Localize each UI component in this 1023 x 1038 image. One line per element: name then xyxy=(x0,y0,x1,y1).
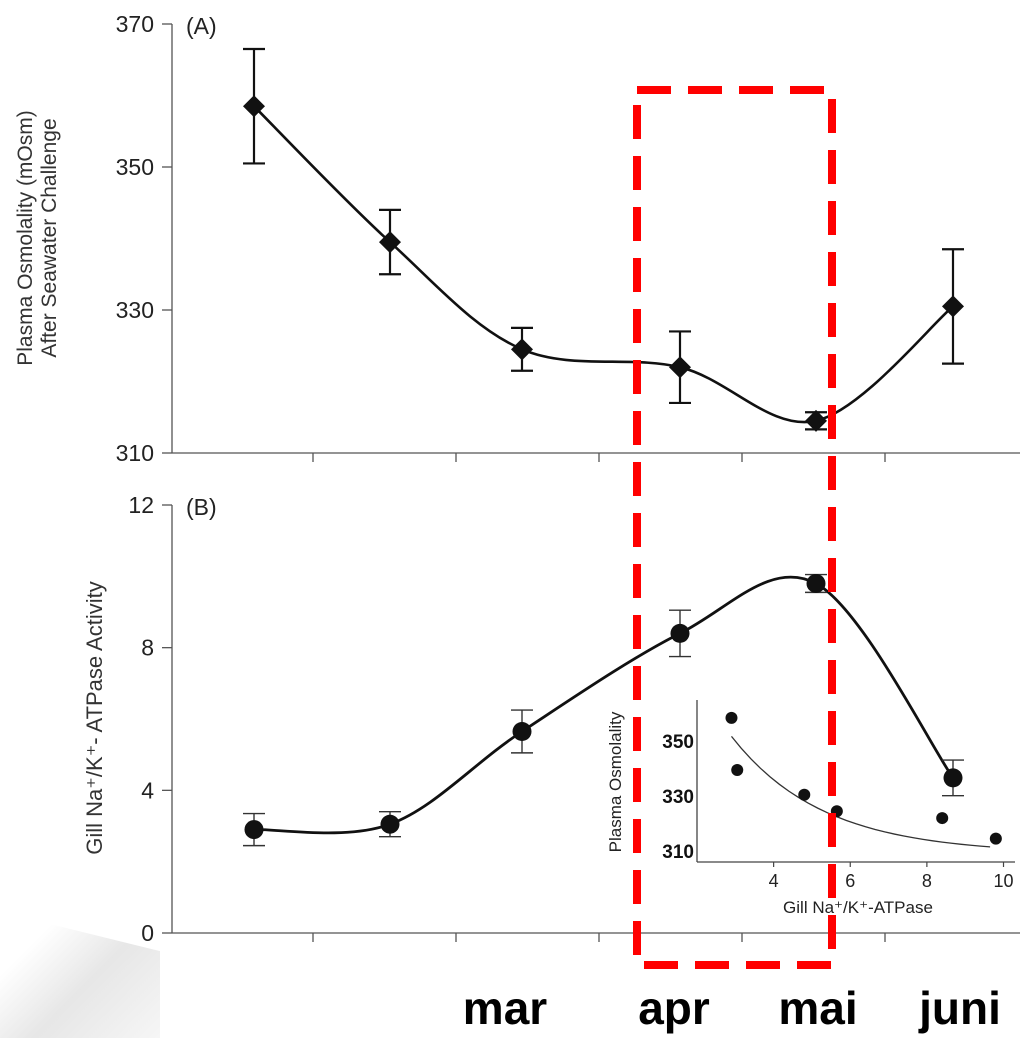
panel-a-y-axis-label: Plasma Osmolality (mOsm)After Seawater C… xyxy=(14,110,61,366)
panel-a-data-point xyxy=(669,356,691,379)
inset-y-tick-label: 350 xyxy=(662,732,694,753)
panel-b-curve xyxy=(253,575,955,835)
inset-fit-curve xyxy=(730,735,991,848)
inset-data-point xyxy=(989,832,1002,845)
inset-data-point xyxy=(936,812,949,825)
inset-y-tick-label: 330 xyxy=(662,787,694,808)
panel-a-label: (A) xyxy=(186,13,217,39)
panel-b-data-point xyxy=(244,820,264,840)
month-label: mar xyxy=(463,982,547,1034)
inset-x-tick-label: 6 xyxy=(845,871,855,891)
month-label: juni xyxy=(918,982,1001,1034)
panel-a-data-point xyxy=(942,295,964,318)
panel-b-data-point xyxy=(943,768,963,788)
inset-y-tick-label: 310 xyxy=(662,842,694,863)
panel-b-y-tick-label: 12 xyxy=(128,492,154,518)
panel-b-y-tick-label: 4 xyxy=(141,777,154,803)
panel-b-y-tick-label: 0 xyxy=(141,920,154,946)
panel-b-data-point xyxy=(512,721,532,741)
panel-a-y-tick-label: 370 xyxy=(116,11,154,37)
panel-b-y-tick-label: 8 xyxy=(141,635,154,661)
inset-data-point xyxy=(731,764,744,777)
panel-b-data-point xyxy=(806,573,826,593)
panel-a-data-point xyxy=(379,231,401,254)
inset-data-point xyxy=(798,788,811,801)
inset-x-tick-label: 8 xyxy=(922,871,932,891)
panel-a-y-axis-label-line: Plasma Osmolality (mOsm) xyxy=(14,110,37,366)
panel-a-y-axis-label-line: After Seawater Challenge xyxy=(38,118,61,357)
panel-b-label: (B) xyxy=(186,494,217,520)
panel-b-data-point xyxy=(670,623,690,643)
panel-a-data-point xyxy=(511,338,533,361)
highlight-box xyxy=(633,86,836,969)
inset-data-point xyxy=(725,711,738,724)
inset-x-tick-label: 10 xyxy=(993,871,1013,891)
inset-y-axis-label: Plasma Osmolality xyxy=(606,711,625,852)
inset-x-tick-label: 4 xyxy=(769,871,779,891)
panel-a-data-point xyxy=(243,95,265,118)
panel-b-y-axis-label: Gill Na⁺/K⁺- ATPase Activity xyxy=(82,581,107,854)
panel-a-y-tick-label: 330 xyxy=(116,297,154,323)
panel-a-y-tick-label: 350 xyxy=(116,154,154,180)
panel-a-y-tick-label: 310 xyxy=(116,440,154,466)
inset-x-axis-label: Gill Na⁺/K⁺-ATPase xyxy=(783,898,933,917)
month-label: mai xyxy=(778,982,857,1034)
panel-a-data-point xyxy=(805,409,827,432)
panel-a-curve xyxy=(253,105,954,424)
panel-b-data-point xyxy=(380,814,400,834)
month-label: apr xyxy=(638,982,710,1034)
